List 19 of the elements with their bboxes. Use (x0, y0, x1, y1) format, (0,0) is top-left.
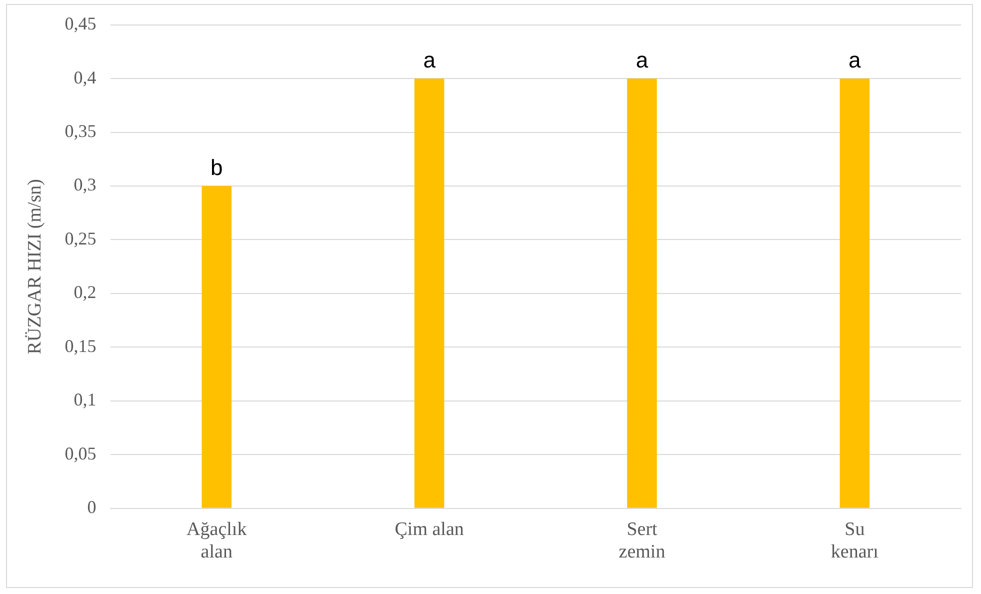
x-tick-label: Ağaçlık alan (186, 518, 248, 563)
data-label: a (423, 48, 436, 73)
data-label: b (210, 155, 223, 180)
x-tick-label: Su kenarı (830, 518, 878, 563)
x-tick-label: Sert zemin (618, 518, 666, 563)
y-tick-label: 0,15 (64, 336, 96, 356)
y-tick-label: 0,4 (74, 67, 96, 88)
y-tick-label: 0,05 (64, 443, 96, 464)
y-axis-title: RÜZGAR HIZI (m/sn) (24, 179, 46, 354)
y-tick-label: 0,25 (64, 228, 96, 248)
y-tick-label: 0,2 (74, 282, 96, 302)
y-tick-label: 0,45 (64, 14, 96, 34)
data-label: a (848, 48, 862, 73)
x-tick-label: Çim alan (394, 518, 464, 540)
y-tick-label: 0,3 (74, 174, 96, 195)
y-tick-label: 0,1 (74, 390, 96, 410)
y-tick-label: 0,35 (64, 121, 96, 141)
y-tick-label: 0 (87, 497, 96, 518)
data-label: a (636, 48, 649, 73)
